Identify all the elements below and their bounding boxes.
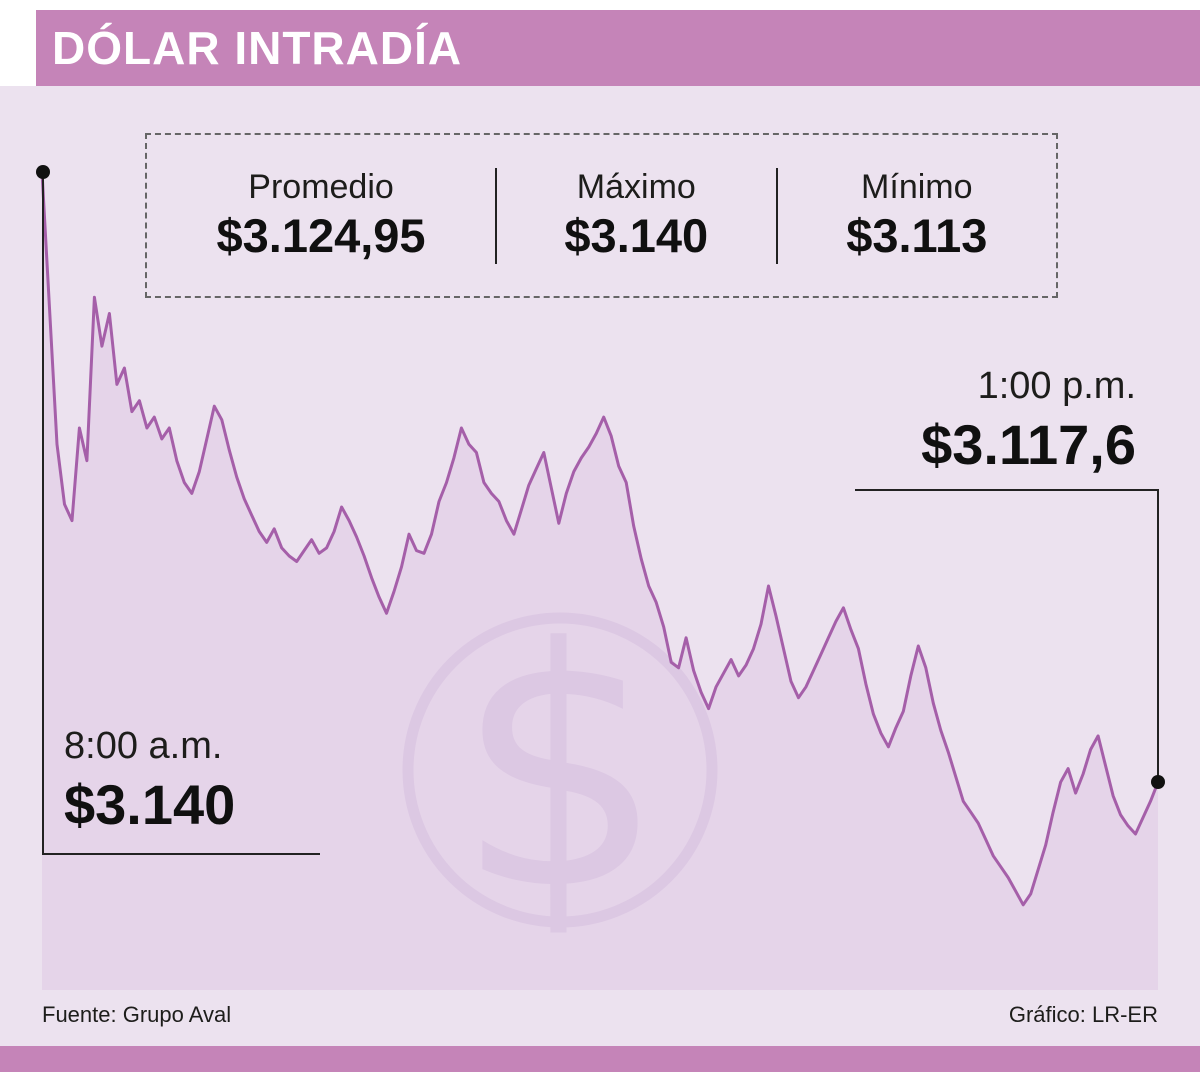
start-annotation: 8:00 a.m. $3.140: [64, 725, 236, 836]
stat-maximo-value: $3.140: [564, 209, 709, 263]
start-callout-vertical-line: [42, 172, 44, 853]
stat-promedio-label: Promedio: [248, 167, 394, 206]
end-annotation: 1:00 p.m. $3.117,6: [921, 365, 1136, 476]
header-bar: DÓLAR INTRADÍA: [36, 10, 1200, 86]
dollar-watermark: $: [402, 578, 718, 962]
page-title: DÓLAR INTRADÍA: [52, 22, 463, 74]
end-value-label: $3.117,6: [921, 412, 1136, 476]
start-callout-horizontal-line: [42, 853, 320, 855]
end-time-label: 1:00 p.m.: [977, 365, 1136, 407]
stat-minimo-value: $3.113: [846, 209, 988, 263]
stats-separator: [495, 167, 498, 264]
series-end-dot: [1151, 775, 1165, 789]
series-start-dot: [36, 165, 50, 179]
start-value-label: $3.140: [64, 772, 236, 836]
dollar-watermark-symbol: $: [455, 578, 665, 962]
end-callout-vertical-line: [1157, 489, 1159, 782]
price-area-chart: $: [40, 170, 1160, 991]
dollar-watermark-circle: [402, 612, 718, 928]
stat-minimo: Mínimo $3.113: [778, 167, 1056, 263]
stat-minimo-label: Mínimo: [861, 167, 973, 206]
stat-promedio: Promedio $3.124,95: [147, 167, 495, 263]
stat-maximo: Máximo $3.140: [497, 167, 775, 263]
start-time-label: 8:00 a.m.: [64, 725, 223, 767]
stat-maximo-label: Máximo: [576, 167, 696, 206]
price-area-fill: [42, 171, 1158, 991]
bottom-bar: [0, 1046, 1200, 1072]
graphic-credit: Gráfico: LR-ER: [1008, 1002, 1158, 1027]
stat-promedio-value: $3.124,95: [216, 209, 426, 263]
source-credit: Fuente: Grupo Aval: [42, 1002, 232, 1027]
price-line: [40, 170, 1160, 907]
stats-box: Promedio $3.124,95 Máximo $3.140 Mínimo …: [145, 133, 1058, 298]
end-callout-horizontal-line: [855, 489, 1159, 491]
stats-separator: [775, 167, 778, 264]
